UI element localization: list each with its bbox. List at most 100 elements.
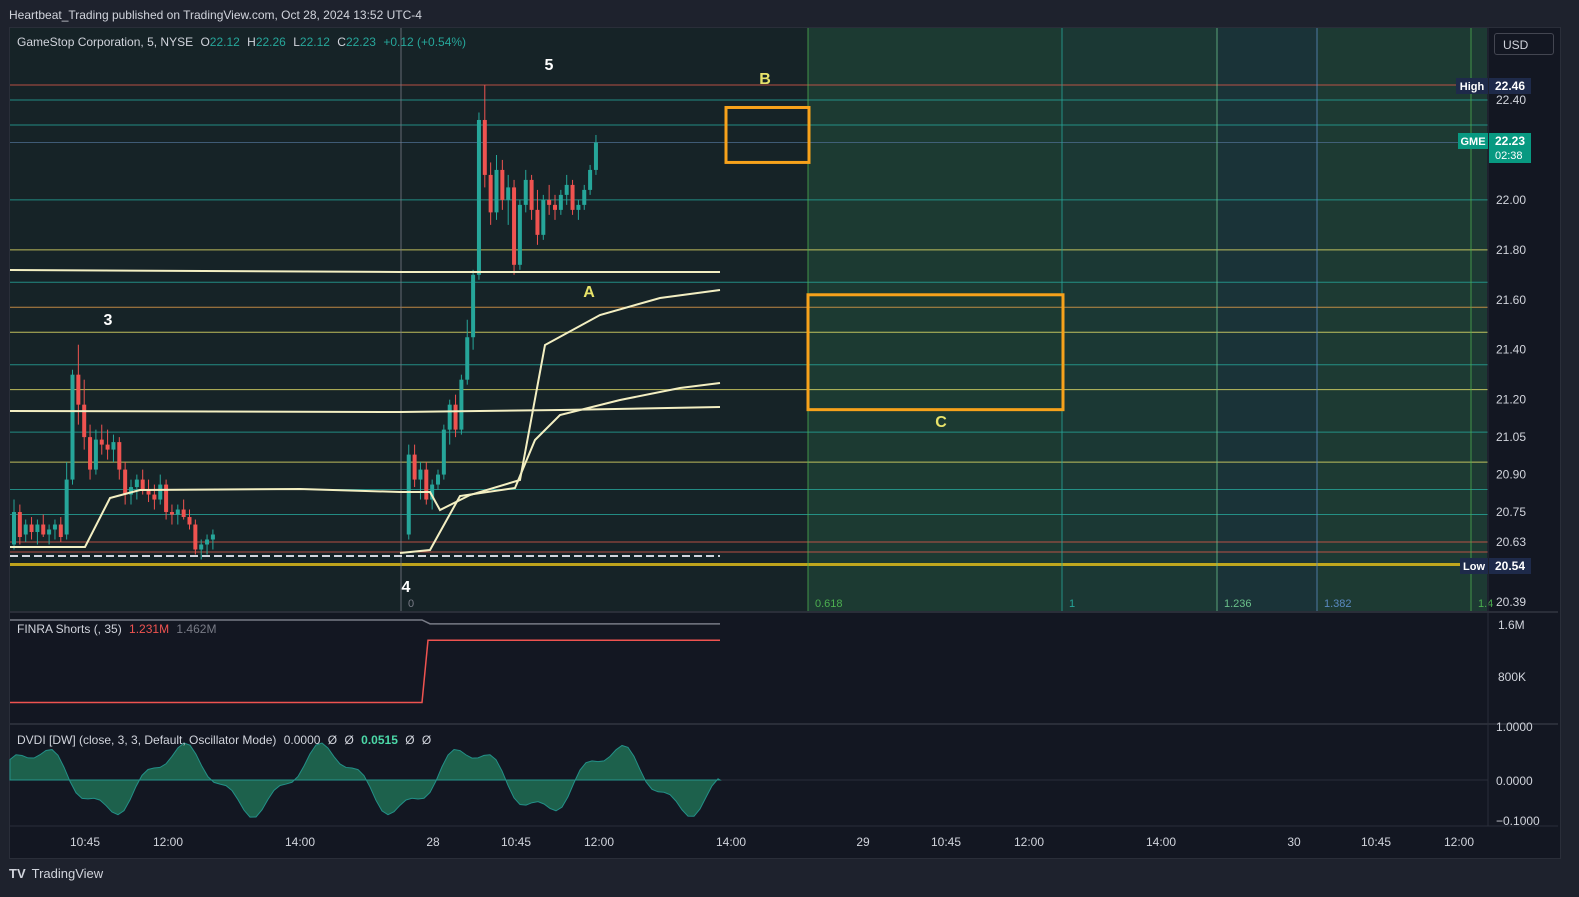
candle-body	[529, 179, 534, 210]
candle-body	[541, 199, 546, 235]
fib-zone-b	[1062, 28, 1217, 612]
wave-label-4: 4	[402, 579, 411, 596]
high-tag-bg	[1456, 78, 1488, 94]
ohlc-open: O22.12	[200, 35, 240, 49]
vwap-line-upper	[9, 269, 720, 273]
candle-body	[441, 429, 446, 475]
dvdi-tick-label: 0.0000	[1496, 774, 1533, 788]
time-tick-label: 30	[1287, 835, 1301, 849]
high-value-bg	[1489, 78, 1531, 94]
price-tick-label: 22.40	[1496, 93, 1526, 107]
finra-value-red: 1.231M	[129, 622, 170, 636]
dvdi-symbol-2: Ø	[344, 733, 354, 747]
candle-body	[58, 524, 63, 538]
candle-body	[93, 439, 98, 470]
main-legend: GameStop Corporation, 5, NYSE O22.12 H22…	[17, 35, 470, 49]
time-tick-label: 12:00	[153, 835, 183, 849]
low-value: 20.54	[1495, 559, 1525, 573]
candle-body	[146, 489, 151, 495]
wave-label-c: C	[935, 414, 947, 431]
dvdi-title[interactable]: DVDI [DW] (close, 3, 3, Default, Oscilla…	[17, 733, 277, 747]
candle-body	[488, 174, 493, 213]
fib-time-label: 1	[1069, 598, 1075, 610]
candle-body	[535, 209, 540, 235]
candle-body	[430, 484, 435, 500]
candle-body	[82, 404, 87, 438]
dvdi-symbol-4: Ø	[421, 733, 432, 747]
candle-body	[169, 512, 174, 515]
dvdi-legend: DVDI [DW] (close, 3, 3, Default, Oscilla…	[17, 733, 435, 747]
price-tick-label: 20.75	[1496, 505, 1526, 519]
time-tick-label: 10:45	[931, 835, 961, 849]
candle-body	[23, 524, 28, 535]
candle-body	[199, 544, 204, 550]
candle-body	[17, 512, 22, 538]
candle-body	[123, 469, 128, 495]
candle-body	[117, 442, 122, 470]
finra-title[interactable]: FINRA Shorts (, 35)	[17, 622, 122, 636]
candle-body	[476, 119, 481, 275]
low-value-bg	[1489, 558, 1531, 574]
candle-body	[517, 204, 522, 265]
candle-body	[500, 169, 505, 200]
dvdi-value-1: 0.0000	[283, 733, 321, 747]
candle-body	[406, 454, 411, 535]
candle-body	[35, 524, 40, 533]
dvdi-symbol-1: Ø	[327, 733, 338, 747]
zone-box-b	[724, 105, 811, 164]
candle-body	[187, 517, 192, 525]
finra-red-line	[10, 639, 720, 704]
dvdi-area	[9, 742, 722, 818]
finra-gray-line	[10, 619, 720, 625]
candle-body	[424, 469, 429, 500]
fib-time-label: 1.382	[1324, 598, 1352, 610]
candle-body	[158, 484, 163, 500]
fib-time-label: 1.4	[1478, 598, 1493, 610]
candle-body	[459, 379, 464, 430]
candle-body	[482, 119, 487, 175]
dvdi-value-2: 0.0515	[361, 733, 398, 747]
ohlc-change: +0.12 (+0.54%)	[383, 35, 467, 49]
candle-body	[570, 184, 575, 210]
tradingview-footer[interactable]: TV TradingView	[9, 866, 103, 881]
candle-body	[523, 179, 528, 205]
price-tick-label: 21.60	[1496, 293, 1526, 307]
candle-body	[588, 169, 593, 190]
candle-body	[193, 524, 198, 550]
candle-body	[111, 442, 116, 450]
zone-box-c	[806, 293, 1065, 412]
candle-body	[105, 444, 110, 450]
candle-body	[175, 509, 180, 515]
low-tag-bg	[1460, 558, 1488, 574]
candle-body	[205, 539, 210, 545]
candle-body	[12, 512, 16, 545]
candle-body	[582, 189, 587, 205]
finra-tick-label: 800K	[1498, 670, 1526, 684]
candle-body	[134, 479, 139, 488]
fib-zone-c	[1217, 28, 1317, 612]
time-tick-label: 14:00	[716, 835, 746, 849]
ohlc-low: L22.12	[293, 35, 330, 49]
candle-body	[129, 487, 133, 495]
finra-legend: FINRA Shorts (, 35) 1.231M 1.462M	[17, 622, 220, 636]
candle-body	[593, 142, 598, 170]
candle-body	[547, 199, 552, 205]
candle-body	[564, 184, 569, 195]
candle-body	[70, 374, 75, 480]
fib-time-label: 0.618	[815, 598, 843, 610]
candle-body	[41, 524, 46, 535]
candle-body	[558, 194, 563, 210]
candle-body	[453, 404, 458, 430]
price-tick-label: 20.90	[1496, 468, 1526, 482]
symbol-title[interactable]: GameStop Corporation, 5, NYSE	[17, 35, 194, 49]
symbol-tag: GME	[1460, 136, 1485, 148]
price-tick-label: 21.40	[1496, 343, 1526, 357]
ohlc-high: H22.26	[247, 35, 286, 49]
time-tick-label: 12:00	[1014, 835, 1044, 849]
currency-button[interactable]: USD	[1494, 33, 1554, 55]
fib-time-label: 1.236	[1224, 598, 1252, 610]
fib-time-label: 0	[408, 598, 414, 610]
fib-zone-d	[1317, 28, 1487, 612]
price-tick-label: 20.63	[1496, 535, 1526, 549]
